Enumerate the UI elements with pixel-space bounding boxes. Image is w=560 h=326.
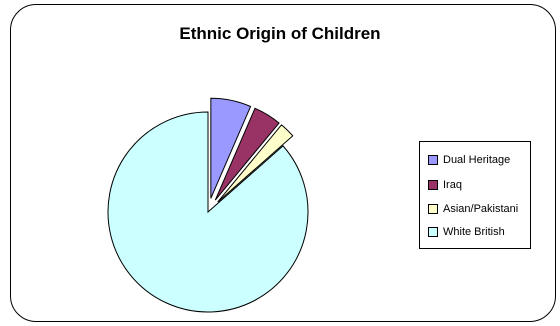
- legend-item-dual-heritage: Dual Heritage: [428, 153, 510, 167]
- pie-slice-asian-pakistani: [217, 124, 294, 203]
- legend-swatch-iraq: [428, 180, 438, 190]
- legend-swatch-white-british: [428, 227, 438, 237]
- legend-item-asian-pakistani: Asian/Pakistani: [428, 202, 518, 216]
- legend-label: Dual Heritage: [443, 154, 511, 166]
- legend-item-white-british: White British: [428, 225, 505, 239]
- legend-label: Iraq: [443, 179, 462, 191]
- legend-label: White British: [443, 226, 505, 238]
- legend: Dual Heritage Iraq Asian/Pakistani White…: [419, 141, 531, 249]
- legend-item-iraq: Iraq: [428, 178, 462, 192]
- pie-slice-iraq: [214, 107, 280, 201]
- pie-slice-dual-heritage: [210, 97, 252, 199]
- pie-slice-white-british: [107, 111, 309, 313]
- legend-label: Asian/Pakistani: [443, 203, 519, 215]
- chart-title: Ethnic Origin of Children: [179, 24, 381, 43]
- legend-swatch-dual-heritage: [428, 155, 438, 165]
- legend-swatch-asian-pakistani: [428, 204, 438, 214]
